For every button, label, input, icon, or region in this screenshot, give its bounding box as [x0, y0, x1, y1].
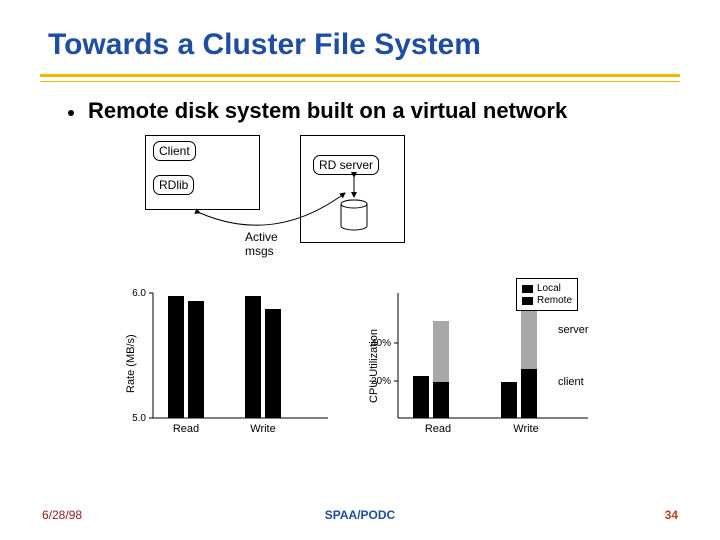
svg-text:client: client: [558, 376, 584, 388]
footer-date-text: 6/28/98: [42, 508, 82, 522]
svg-text:Read: Read: [425, 423, 451, 435]
svg-text:server: server: [558, 324, 589, 336]
legend-label: Local: [537, 283, 561, 294]
footer-page: 34: [665, 508, 678, 522]
charts-region: 5.06.0ReadWrite20%40%ReadWriteserverclie…: [108, 278, 623, 458]
legend-item: Remote: [522, 295, 572, 306]
arrows-icon: [145, 135, 445, 260]
footer-center-text: SPAA/PODC: [325, 508, 395, 522]
bullet-dot-icon: [68, 110, 74, 116]
footer-page-text: 34: [665, 508, 678, 522]
legend-item: Local: [522, 283, 572, 294]
svg-text:Read: Read: [173, 423, 199, 435]
svg-text:6.0: 6.0: [132, 288, 146, 299]
architecture-diagram: Client RDlib RD server Active msgs: [145, 135, 445, 260]
title-text: Towards a Cluster File System: [48, 28, 481, 61]
footer-center: SPAA/PODC: [325, 508, 395, 522]
title-underline-thin: [40, 81, 680, 82]
slide-title: Towards a Cluster File System: [48, 28, 481, 62]
right-y-axis-label: CPU Utilization: [368, 329, 380, 403]
legend-swatch-icon: [522, 285, 533, 293]
footer-date: 6/28/98: [42, 508, 82, 522]
legend-label: Remote: [537, 295, 572, 306]
title-underline-thick: [40, 74, 680, 77]
svg-text:Write: Write: [513, 423, 538, 435]
legend-box: LocalRemote: [516, 278, 578, 311]
bullet-text: Remote disk system built on a virtual ne…: [88, 98, 567, 124]
legend-swatch-icon: [522, 297, 533, 305]
left-y-axis-label: Rate (MB/s): [125, 334, 137, 393]
svg-text:5.0: 5.0: [132, 413, 146, 424]
bullet-row: Remote disk system built on a virtual ne…: [68, 98, 567, 124]
svg-text:Write: Write: [250, 423, 275, 435]
